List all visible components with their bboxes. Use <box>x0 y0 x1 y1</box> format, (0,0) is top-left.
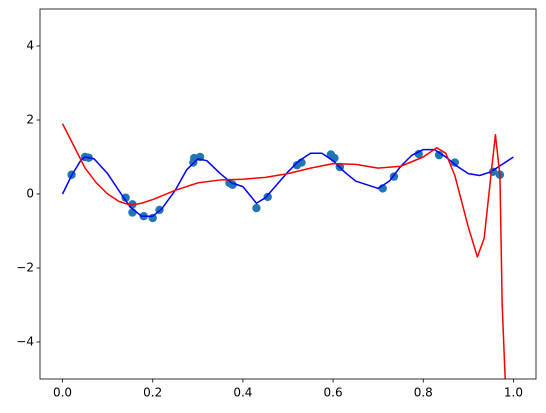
scatter-point <box>450 158 460 167</box>
y-tick-label: −2 <box>16 261 34 275</box>
x-tick-label: 1.0 <box>504 386 523 400</box>
x-tick-label: 0.4 <box>233 386 252 400</box>
x-tick-label: 0.0 <box>53 386 72 400</box>
line <box>61 123 506 379</box>
scatter-point <box>263 192 272 202</box>
scatter-point <box>414 149 423 159</box>
plot-area <box>61 123 514 379</box>
x-tick-label: 0.2 <box>143 386 162 400</box>
line <box>61 148 514 217</box>
y-tick-label: −4 <box>16 335 34 349</box>
scatter-point <box>121 193 130 202</box>
y-tick-label: 4 <box>26 39 34 53</box>
scatter-point <box>252 203 261 213</box>
axes-frame <box>39 8 537 380</box>
x-tick-label: 0.6 <box>324 386 343 400</box>
scatter-point <box>148 213 157 223</box>
y-tick-label: 2 <box>26 113 34 127</box>
y-tick-label: 0 <box>26 187 34 201</box>
x-tick-label: 0.8 <box>414 386 433 400</box>
